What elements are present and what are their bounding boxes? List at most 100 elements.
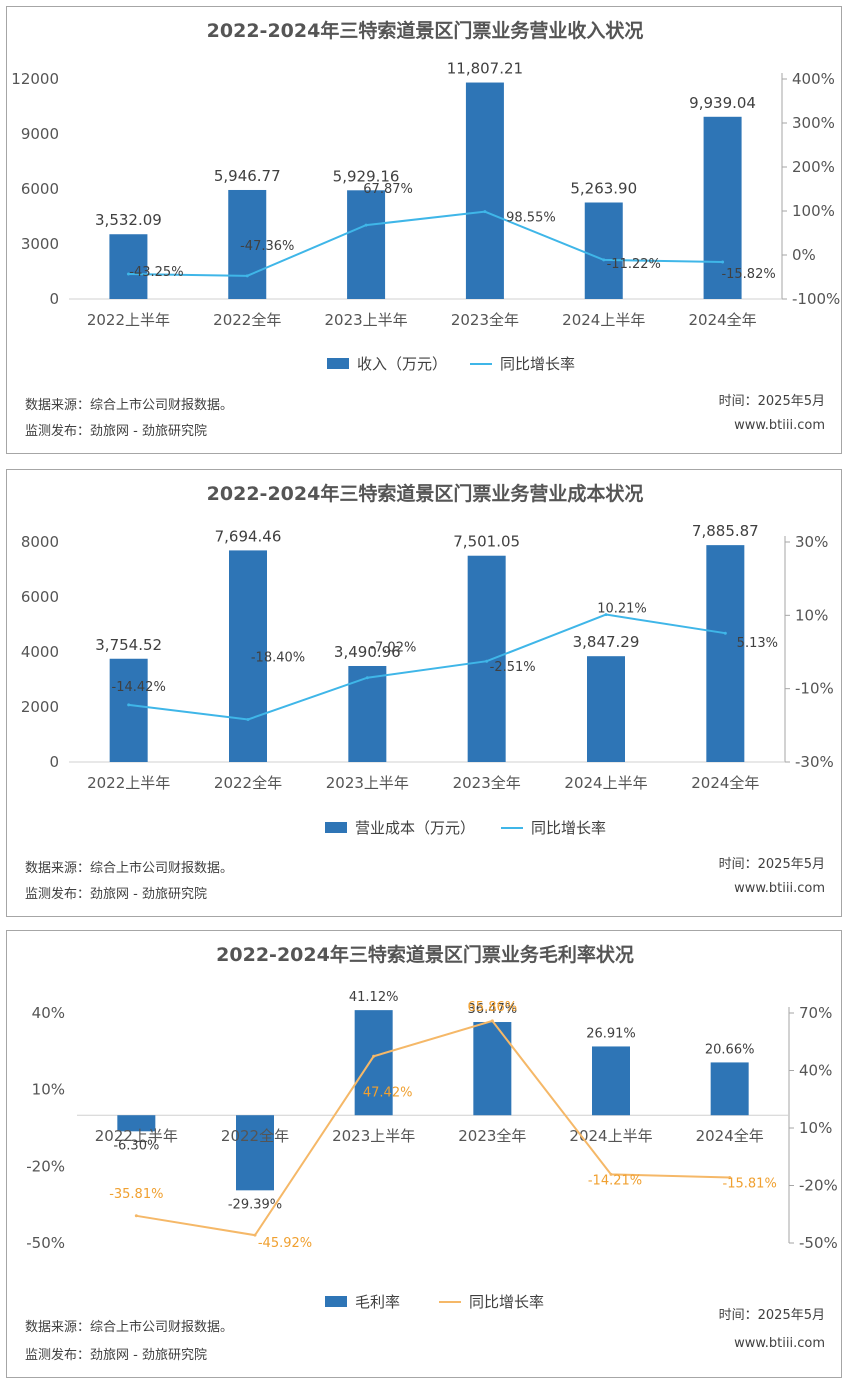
publisher-note: 监测发布：劲旅网 - 劲旅研究院	[25, 423, 207, 439]
category-label: 2022全年	[221, 1127, 289, 1145]
growth-rate-label: -7.02%	[370, 641, 416, 656]
cost-chart: 2022-2024年三特索道景区门票业务营业成本状况 0 2000 4000 6000 8…	[21, 482, 834, 902]
growth-rate-point	[372, 1054, 376, 1058]
website: www.btiii.com	[734, 881, 825, 896]
legend-bar-label: 毛利率	[355, 1293, 400, 1311]
chart-title: 2022-2024年三特索道景区门票业务营业收入状况	[207, 19, 644, 42]
data-source-note: 数据来源：综合上市公司财报数据。	[25, 860, 233, 876]
growth-rate-label: 47.42%	[363, 1085, 413, 1100]
left-axis-tick: 2000	[21, 698, 59, 716]
data-source-note: 数据来源：综合上市公司财报数据。	[25, 397, 233, 413]
growth-rate-label: 67.87%	[363, 182, 413, 197]
growth-rate-line	[136, 1019, 730, 1237]
legend-bar-label: 营业成本（万元）	[355, 819, 475, 837]
bar	[467, 555, 506, 762]
bar-value-label: 9,939.04	[689, 94, 756, 112]
left-axis-tick: 4000	[21, 643, 59, 661]
bar-value-label: 3,754.52	[95, 636, 162, 654]
growth-rate-point	[728, 1175, 732, 1179]
bar	[354, 1010, 393, 1116]
left-axis-tick: 12000	[11, 70, 59, 88]
bar-value-label: 26.91%	[586, 1026, 636, 1041]
website: www.btiii.com	[734, 418, 825, 433]
category-label: 2023全年	[453, 774, 521, 792]
growth-rate-label: -47.36%	[240, 239, 294, 254]
right-axis-tick: 100%	[792, 202, 835, 220]
category-label: 2024全年	[688, 311, 756, 329]
category-label: 2024全年	[696, 1127, 764, 1145]
category-label: 2024上半年	[569, 1127, 652, 1145]
category-label: 2023全年	[458, 1127, 526, 1145]
left-axis-tick: -20%	[26, 1157, 65, 1175]
growth-rate-point	[253, 1233, 257, 1237]
publisher-note: 监测发布：劲旅网 - 劲旅研究院	[25, 886, 207, 902]
growth-rate-line	[128, 613, 726, 721]
legend-bar-swatch	[327, 358, 349, 369]
left-axis-tick: 9000	[21, 125, 59, 143]
legend-bar-swatch	[325, 1296, 347, 1307]
category-label: 2022全年	[214, 774, 282, 792]
bar-value-label: -6.30%	[113, 1138, 159, 1153]
left-axis-tick: 3000	[21, 235, 59, 253]
bar-value-label: 36.47%	[468, 1002, 518, 1017]
growth-rate-point	[127, 703, 131, 707]
category-label: 2023上半年	[326, 774, 409, 792]
growth-rate-label: 5.13%	[737, 636, 778, 651]
bar	[703, 116, 742, 299]
bar	[710, 1062, 749, 1116]
left-axis-tick: -50%	[26, 1234, 65, 1252]
publisher-note: 监测发布：劲旅网 - 劲旅研究院	[25, 1347, 207, 1363]
category-label: 2024全年	[691, 774, 759, 792]
growth-rate-point	[126, 272, 130, 276]
growth-rate-label: -43.25%	[129, 265, 183, 280]
bar-value-label: -29.39%	[228, 1197, 282, 1212]
category-label: 2022上半年	[95, 1127, 178, 1145]
bar-value-label: 3,847.29	[573, 633, 640, 651]
growth-rate-point	[364, 223, 368, 227]
website: www.btiii.com	[734, 1336, 825, 1351]
growth-rate-label: 65.86%	[468, 1000, 518, 1015]
revenue-chart: 2022-2024年三特索道景区门票业务营业收入状况 0 3000 6000 9000 1…	[11, 19, 840, 439]
category-label: 2022上半年	[87, 774, 170, 792]
legend-line-label: 同比增长率	[531, 819, 606, 837]
left-axis-tick: 10%	[32, 1081, 65, 1099]
bar-value-label: 20.66%	[705, 1042, 755, 1057]
growth-rate-point	[246, 717, 250, 721]
right-axis-tick: 300%	[792, 114, 835, 132]
growth-rate-point	[485, 659, 489, 663]
bar	[236, 1115, 274, 1191]
bar	[109, 658, 148, 762]
bar-value-label: 11,807.21	[447, 60, 523, 78]
right-axis-tick: 10%	[795, 606, 828, 624]
right-axis-tick: 0%	[792, 246, 816, 264]
left-axis-tick: 6000	[21, 588, 59, 606]
right-axis-tick: 40%	[799, 1062, 832, 1080]
right-axis-tick: 400%	[792, 70, 835, 88]
bar	[465, 82, 504, 299]
growth-rate-label: -14.21%	[588, 1173, 642, 1188]
growth-rate-label: -14.42%	[112, 680, 166, 695]
growth-rate-line	[128, 210, 723, 277]
growth-rate-label: 10.21%	[597, 602, 647, 617]
right-axis-tick: 200%	[792, 158, 835, 176]
growth-rate-point	[602, 258, 606, 262]
growth-rate-label: -18.40%	[251, 650, 305, 665]
bar-value-label: 41.12%	[349, 990, 399, 1005]
right-axis-tick: 30%	[795, 533, 828, 551]
left-axis-tick: 0	[49, 753, 59, 771]
category-label: 2022上半年	[87, 311, 170, 329]
growth-rate-label: 98.55%	[506, 211, 556, 226]
data-source-note: 数据来源：综合上市公司财报数据。	[25, 1319, 233, 1335]
right-axis-tick: -30%	[795, 753, 834, 771]
growth-rate-point	[134, 1214, 138, 1218]
category-label: 2023上半年	[332, 1127, 415, 1145]
left-axis-tick: 6000	[21, 180, 59, 198]
right-axis-tick: -100%	[792, 290, 840, 308]
bar	[584, 202, 623, 299]
bar-value-label: 3,490.96	[334, 643, 401, 661]
bar-value-label: 5,263.90	[570, 179, 637, 197]
publish-time: 时间：2025年5月	[719, 394, 825, 409]
bar	[473, 1022, 512, 1116]
bar	[228, 189, 267, 299]
bar	[347, 190, 386, 299]
